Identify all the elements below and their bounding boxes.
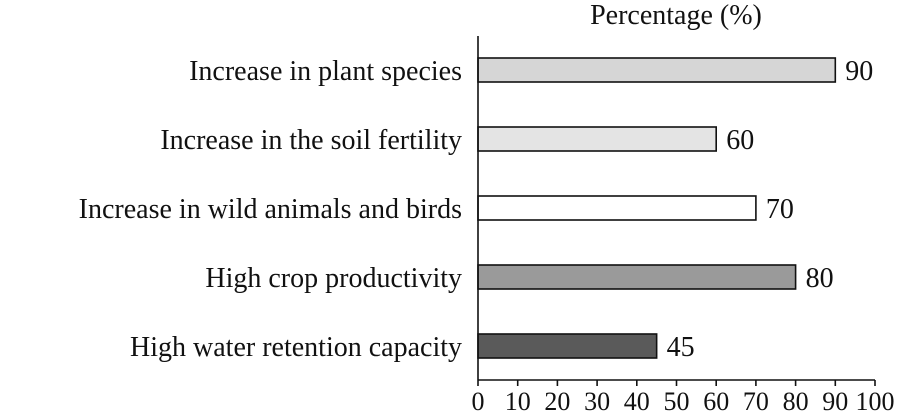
x-tick-label: 70 <box>743 387 769 416</box>
value-label: 45 <box>667 332 695 363</box>
bar <box>477 333 658 359</box>
bar <box>477 195 757 221</box>
category-label: Increase in the soil fertility <box>160 125 462 156</box>
axis-title: Percentage (%) <box>590 0 762 31</box>
x-tick-label: 0 <box>472 387 485 416</box>
x-tick-label: 60 <box>703 387 729 416</box>
category-label: High water retention capacity <box>130 332 462 363</box>
x-tick-label: 50 <box>664 387 690 416</box>
category-label: High crop productivity <box>205 263 462 294</box>
x-tick-label: 80 <box>783 387 809 416</box>
category-label: Increase in wild animals and birds <box>79 194 462 225</box>
x-tick-label: 100 <box>856 387 895 416</box>
x-tick-label: 10 <box>505 387 531 416</box>
bar <box>477 57 837 83</box>
value-label: 60 <box>726 125 754 156</box>
x-tick-label: 20 <box>544 387 570 416</box>
x-tick-label: 90 <box>822 387 848 416</box>
bar <box>477 126 717 152</box>
category-label: Increase in plant species <box>189 56 462 87</box>
bar <box>477 264 797 290</box>
value-label: 70 <box>766 194 794 225</box>
x-tick-label: 40 <box>624 387 650 416</box>
value-label: 80 <box>806 263 834 294</box>
x-tick-label: 30 <box>584 387 610 416</box>
value-label: 90 <box>845 56 873 87</box>
